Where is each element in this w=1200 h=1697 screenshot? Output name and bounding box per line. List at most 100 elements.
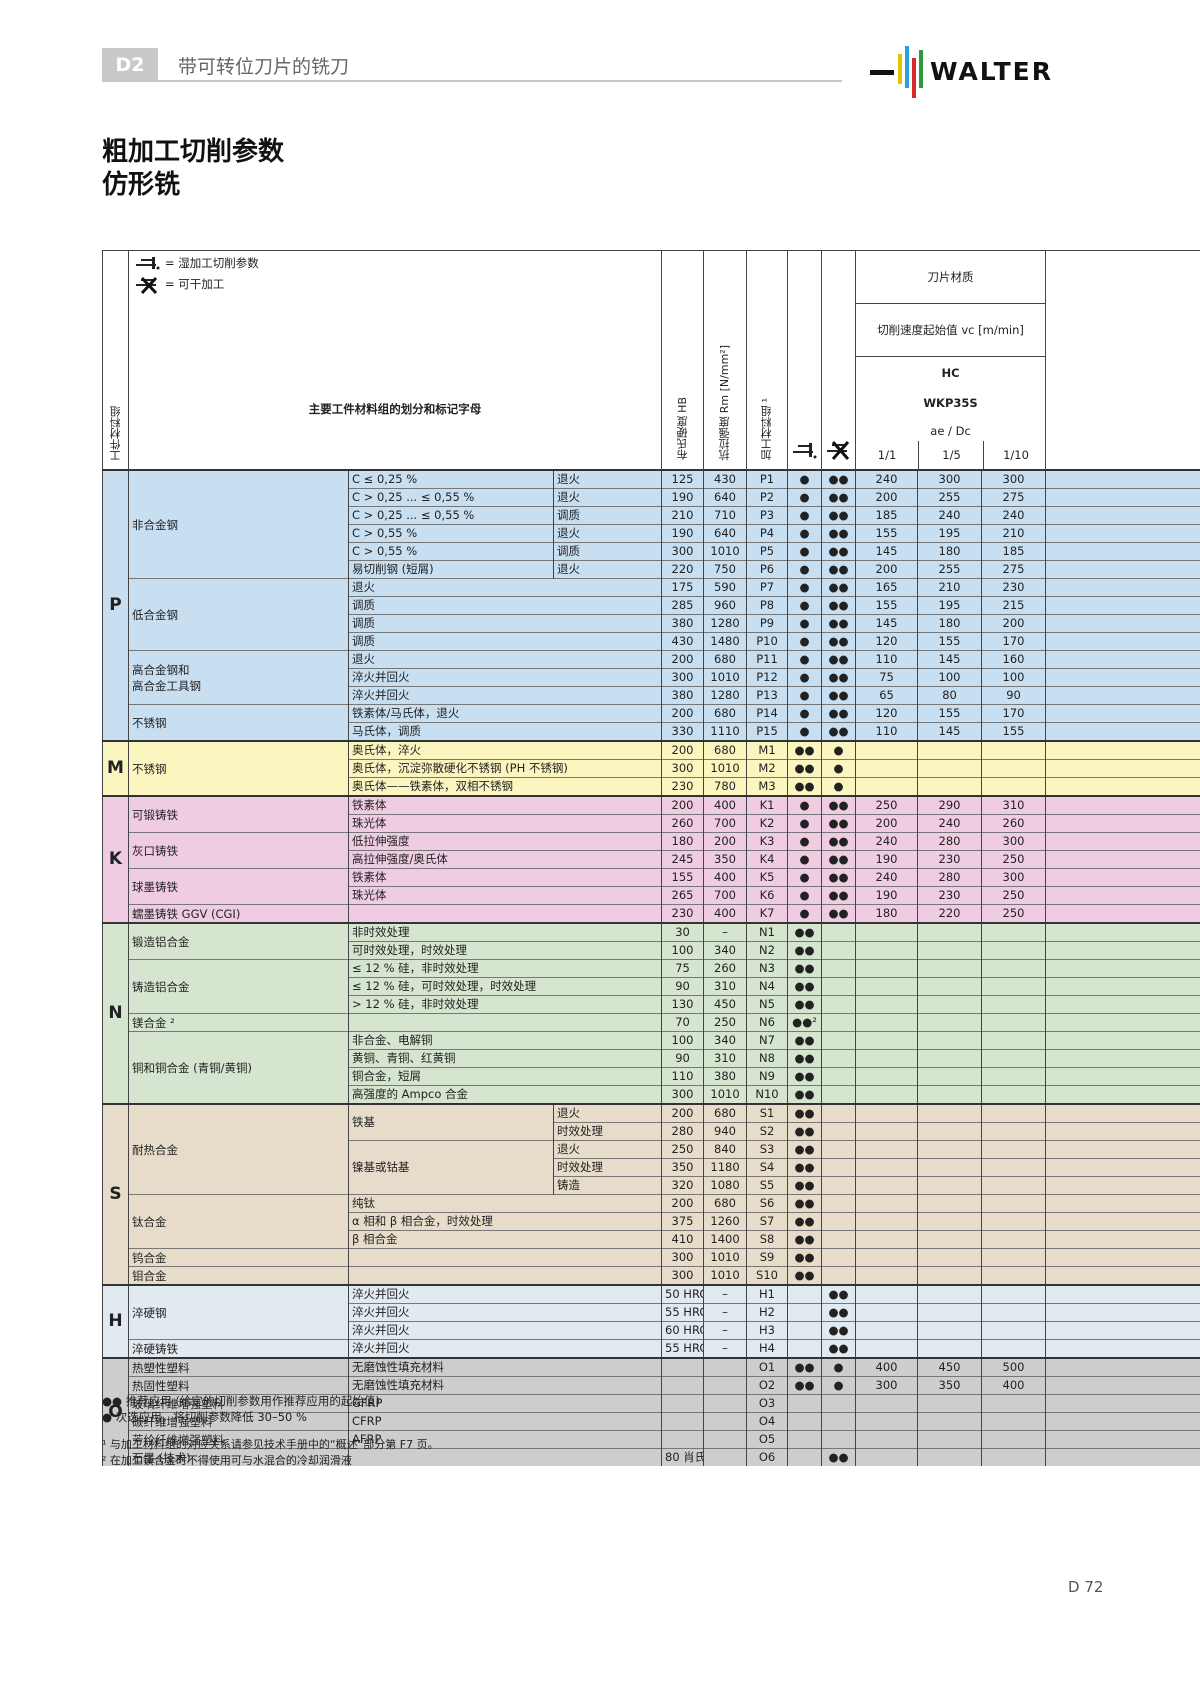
wet-suitability: ●	[787, 668, 822, 687]
tensile-value: 780	[703, 777, 747, 796]
table-row: 易切削钢 (短屑) 退火 220 750 P6 ● ●● 200 255 275	[103, 560, 1200, 579]
workpiece-group-header: 工件材料组	[108, 405, 122, 461]
material-code: P2	[746, 488, 788, 507]
speed-value: 145	[855, 614, 918, 633]
speed-value	[981, 1031, 1046, 1050]
speed-value	[981, 941, 1046, 960]
main-material: 碳纤维增强塑料	[128, 1412, 349, 1431]
tensile-value: 340	[703, 1031, 747, 1050]
tensile-value: 680	[703, 740, 747, 760]
main-material: 铜和铜合金 (青铜/黄铜)	[128, 1031, 349, 1104]
group-letter: S	[102, 1103, 129, 1285]
sub-condition: C > 0,55 %	[348, 542, 554, 561]
speed-value: 160	[981, 650, 1046, 669]
speed-value	[981, 1448, 1046, 1466]
dry-suitability	[821, 1067, 856, 1086]
speed-value: 240	[855, 868, 918, 887]
dry-suitability: ●●	[821, 868, 856, 887]
wet-suitability: ●●	[787, 977, 822, 996]
speed-value: 215	[981, 596, 1046, 615]
dry-suitability: ●●	[821, 1321, 856, 1340]
hardness-value: 130	[661, 995, 704, 1014]
speed-value	[981, 1284, 1046, 1304]
table-row: 高合金钢和 高合金工具钢 退火 200 680 P11 ● ●● 110 145 160	[103, 650, 1200, 705]
speed-value	[981, 1194, 1046, 1213]
table-row: 热固性塑料 无磨蚀性填充材料 O2 ●● ● 300 350 400	[103, 1376, 1200, 1395]
table-header: 工件材料组 = 湿加工切削参数 = 可干加工 主要工件材料组的划分和标记字母 布…	[102, 250, 1200, 470]
hardness-value: 90	[661, 1049, 704, 1068]
sub-condition: 退火	[347, 578, 662, 597]
wet-suitability: ●	[787, 614, 822, 633]
speed-value	[981, 1176, 1046, 1195]
sub-condition: 淬火并回火	[347, 668, 662, 687]
tensile-value	[703, 1394, 747, 1413]
speed-value: 250	[981, 886, 1046, 905]
sub-condition: 非合金、电解铜	[347, 1031, 662, 1050]
speed-value	[917, 959, 982, 978]
blank-cell	[1045, 1357, 1200, 1377]
speed-value	[855, 977, 918, 996]
speed-value	[855, 1031, 918, 1050]
speed-value	[981, 1303, 1046, 1322]
dry-suitability	[821, 1103, 856, 1123]
material-code: S2	[746, 1122, 788, 1141]
speed-value: 195	[917, 596, 982, 615]
speed-value	[981, 1321, 1046, 1340]
table-row: 铸造铝合金 ≤ 12 % 硅，非时效处理 75 260 N3 ●●	[103, 959, 1200, 1014]
main-material: 高合金钢和 高合金工具钢	[128, 650, 349, 705]
speed-value: 200	[981, 614, 1046, 633]
material-code: S6	[746, 1194, 788, 1213]
tensile-value	[703, 1448, 747, 1466]
dry-suitability	[821, 941, 856, 960]
wet-machining-icon	[136, 257, 160, 270]
speed-value: 280	[917, 868, 982, 887]
blank-cell	[1045, 1176, 1200, 1195]
title-line-2: 仿形铣	[102, 170, 181, 200]
dry-suitability: ●●	[821, 904, 856, 923]
speed-value: 145	[855, 542, 918, 561]
tensile-value: 1400	[703, 1230, 747, 1249]
material-code: P6	[746, 560, 788, 579]
tensile-value: 710	[703, 506, 747, 525]
wet-suitability	[787, 1430, 822, 1449]
footnotes: ¹ 与加工材料组的对应关系请参见技术手册中的“概述”部分第 F7 页。 ² 在加…	[102, 1437, 439, 1469]
walter-logo: WALTER	[870, 46, 1051, 98]
blank-cell	[1045, 596, 1200, 615]
tensile-value: 640	[703, 488, 747, 507]
hardness-value: 175	[661, 578, 704, 597]
tensile-value: 1480	[703, 632, 747, 651]
page-number: D 72	[1068, 1578, 1104, 1596]
table-row: 高强度的 Ampco 合金 300 1010 N10 ●●	[103, 1085, 1200, 1104]
table-row: β 相合金 410 1400 S8 ●●	[103, 1230, 1200, 1249]
tensile-value: 400	[703, 868, 747, 887]
wet-suitability: ●	[787, 650, 822, 669]
hardness-value: 300	[661, 1085, 704, 1104]
blank-cell	[1045, 488, 1200, 507]
sub-condition: 铁素体	[347, 868, 662, 887]
table-row: 淬硬铸铁 淬火并回火 55 HRC – H4 ●●	[103, 1339, 1200, 1358]
table-row: > 12 % 硅，非时效处理 130 450 N5 ●●	[103, 995, 1200, 1014]
table-row: 调质 430 1480 P10 ● ●● 120 155 170	[103, 632, 1200, 651]
speed-value	[981, 1013, 1046, 1032]
speed-value	[981, 1140, 1046, 1159]
dry-suitability	[821, 1248, 856, 1267]
tensile-value: 450	[703, 995, 747, 1014]
speed-value	[855, 1230, 918, 1249]
material-code: P10	[746, 632, 788, 651]
dry-suitability	[821, 1049, 856, 1068]
tensile-value: –	[703, 1284, 747, 1304]
dry-suitability: ●●	[821, 886, 856, 905]
blank-cell	[1045, 632, 1200, 651]
dry-suitability	[821, 1122, 856, 1141]
speed-value	[855, 759, 918, 778]
speed-value	[981, 1394, 1046, 1413]
speed-value	[855, 959, 918, 978]
material-code: P7	[746, 578, 788, 597]
treatment: 退火	[552, 524, 662, 543]
hardness-value: 410	[661, 1230, 704, 1249]
wet-suitability: ●●	[787, 1103, 822, 1123]
blank-cell	[1045, 941, 1200, 960]
table-row: 钼合金 300 1010 S10 ●●	[103, 1266, 1200, 1285]
speed-value	[855, 1448, 918, 1466]
main-material: 铸造铝合金	[128, 959, 349, 1014]
